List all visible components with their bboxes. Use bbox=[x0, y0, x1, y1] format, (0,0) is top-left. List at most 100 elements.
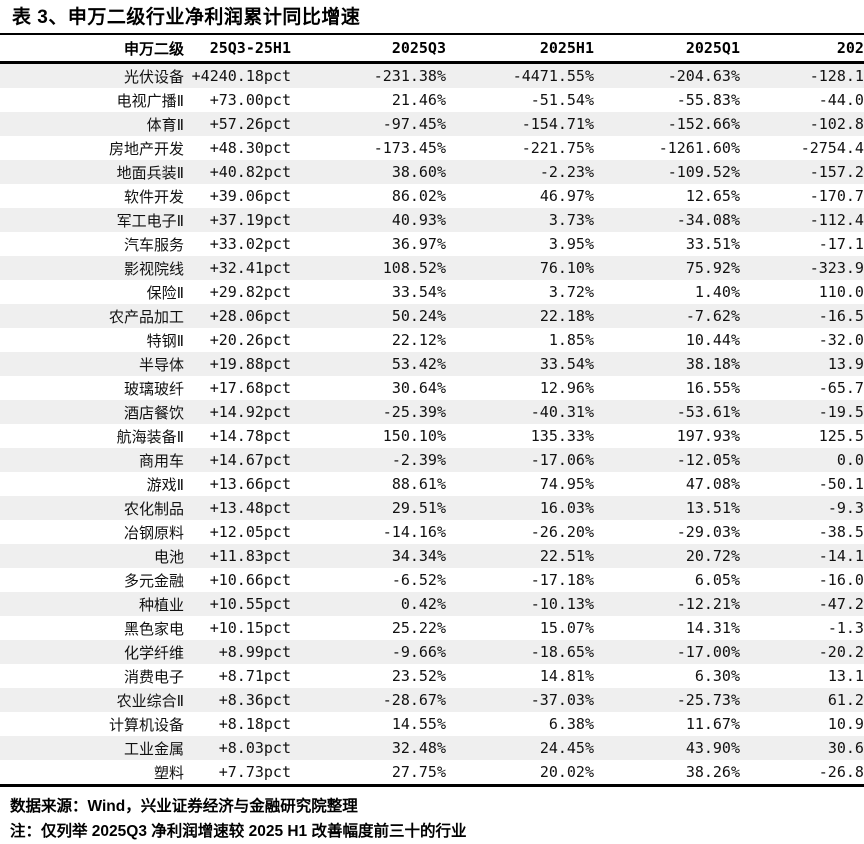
value-cell: -1.35% bbox=[827, 619, 864, 637]
value-cell: +37.19pct bbox=[209, 211, 291, 229]
value-cell: -25.73% bbox=[676, 691, 740, 709]
value-cell: -17.18% bbox=[530, 571, 594, 589]
table-body: 光伏设备 +4240.18pct -231.38% -4471.55% -204.63%… bbox=[0, 62, 864, 786]
value-cell: 0.42% bbox=[400, 595, 446, 613]
value-cell: -16.59% bbox=[818, 307, 864, 325]
value-cell: +8.03pct bbox=[218, 739, 291, 757]
industry-cell: 玻璃玻纤 bbox=[123, 379, 184, 398]
value-cell: -53.61% bbox=[676, 403, 740, 421]
table-row: 军工电子Ⅱ +37.19pct 40.93% 3.73% -34.08% -112.48% bbox=[0, 208, 864, 232]
value-cell: 13.95% bbox=[827, 355, 864, 373]
value-cell: 43.90% bbox=[685, 739, 740, 757]
value-cell: 12.96% bbox=[539, 379, 594, 397]
value-cell: -19.56% bbox=[818, 403, 864, 421]
value-cell: -221.75% bbox=[521, 139, 594, 157]
value-cell: +28.06pct bbox=[209, 307, 291, 325]
value-cell: +10.66pct bbox=[209, 571, 291, 589]
value-cell: 22.12% bbox=[391, 331, 446, 349]
value-cell: -154.71% bbox=[521, 115, 594, 133]
value-cell: 150.10% bbox=[382, 427, 446, 445]
value-cell: 22.18% bbox=[539, 307, 594, 325]
value-cell: -12.21% bbox=[676, 595, 740, 613]
value-cell: 0.04% bbox=[836, 451, 864, 469]
table-row: 商用车 +14.67pct -2.39% -17.06% -12.05% 0.04% bbox=[0, 448, 864, 472]
value-cell: +17.68pct bbox=[209, 379, 291, 397]
value-cell: 13.51% bbox=[685, 499, 740, 517]
industry-cell: 软件开发 bbox=[123, 187, 184, 206]
table-row: 影视院线 +32.41pct 108.52% 76.10% 75.92% -323.96% bbox=[0, 256, 864, 280]
industry-cell: 冶钢原料 bbox=[123, 523, 184, 542]
table-row: 体育Ⅱ +57.26pct -97.45% -154.71% -152.66% -102.… bbox=[0, 112, 864, 136]
table-row: 地面兵装Ⅱ +40.82pct 38.60% -2.23% -109.52% -157.2… bbox=[0, 160, 864, 184]
column-header: 2025Q3 bbox=[391, 39, 446, 57]
industry-cell: 游戏Ⅱ bbox=[146, 475, 184, 494]
value-cell: 88.61% bbox=[391, 475, 446, 493]
value-cell: 21.46% bbox=[391, 91, 446, 109]
value-cell: 197.93% bbox=[676, 427, 740, 445]
table-row: 保险Ⅱ +29.82pct 33.54% 3.72% 1.40% 110.01% bbox=[0, 280, 864, 304]
value-cell: 125.59% bbox=[818, 427, 864, 445]
table-row: 特钢Ⅱ +20.26pct 22.12% 1.85% 10.44% -32.04% bbox=[0, 328, 864, 352]
industry-cell: 地面兵装Ⅱ bbox=[116, 163, 184, 182]
value-cell: -14.19% bbox=[818, 547, 864, 565]
table-row: 农化制品 +13.48pct 29.51% 16.03% 13.51% -9.38% bbox=[0, 496, 864, 520]
value-cell: +32.41pct bbox=[209, 259, 291, 277]
value-cell: -26.84% bbox=[818, 763, 864, 781]
value-cell: 11.67% bbox=[685, 715, 740, 733]
industry-cell: 特钢Ⅱ bbox=[146, 331, 184, 350]
value-cell: 38.18% bbox=[685, 355, 740, 373]
column-header: 申万二级 bbox=[123, 39, 184, 58]
value-cell: -65.78% bbox=[818, 379, 864, 397]
table-row: 软件开发 +39.06pct 86.02% 46.97% 12.65% -170.75% bbox=[0, 184, 864, 208]
value-cell: 1.40% bbox=[694, 283, 740, 301]
industry-cell: 电视广播Ⅱ bbox=[116, 91, 184, 110]
column-header: 2025H1 bbox=[539, 39, 594, 57]
value-cell: -51.54% bbox=[530, 91, 594, 109]
value-cell: +14.92pct bbox=[209, 403, 291, 421]
table-row: 半导体 +19.88pct 53.42% 33.54% 38.18% 13.95% bbox=[0, 352, 864, 376]
value-cell: -17.15% bbox=[818, 235, 864, 253]
value-cell: 86.02% bbox=[391, 187, 446, 205]
industry-cell: 工业金属 bbox=[123, 739, 184, 758]
value-cell: 40.93% bbox=[391, 211, 446, 229]
industry-cell: 消费电子 bbox=[123, 667, 184, 686]
value-cell: +57.26pct bbox=[209, 115, 291, 133]
value-cell: 61.29% bbox=[827, 691, 864, 709]
value-cell: 33.54% bbox=[539, 355, 594, 373]
value-cell: -38.56% bbox=[818, 523, 864, 541]
industry-cell: 半导体 bbox=[138, 355, 184, 374]
value-cell: +10.55pct bbox=[209, 595, 291, 613]
value-cell: 3.72% bbox=[548, 283, 594, 301]
table-row: 消费电子 +8.71pct 23.52% 14.81% 6.30% 13.11% bbox=[0, 664, 864, 688]
table-row: 黑色家电 +10.15pct 25.22% 15.07% 14.31% -1.35% bbox=[0, 616, 864, 640]
industry-profit-table: 申万二级 25Q3-25H1 2025Q3 2025H1 2025Q1 2024Y 光伏设… bbox=[0, 33, 864, 787]
table-row: 冶钢原料 +12.05pct -14.16% -26.20% -29.03% -38.56… bbox=[0, 520, 864, 544]
value-cell: -10.13% bbox=[530, 595, 594, 613]
industry-cell: 保险Ⅱ bbox=[146, 283, 184, 302]
value-cell: +14.78pct bbox=[209, 427, 291, 445]
value-cell: -44.01% bbox=[818, 91, 864, 109]
table-row: 种植业 +10.55pct 0.42% -10.13% -12.21% -47.29% bbox=[0, 592, 864, 616]
value-cell: +13.48pct bbox=[209, 499, 291, 517]
value-cell: -102.82% bbox=[809, 115, 864, 133]
value-cell: 20.72% bbox=[685, 547, 740, 565]
value-cell: -50.19% bbox=[818, 475, 864, 493]
value-cell: 34.34% bbox=[391, 547, 446, 565]
value-cell: +8.71pct bbox=[218, 667, 291, 685]
table-row: 农业综合Ⅱ +8.36pct -28.67% -37.03% -25.73% 61.29% bbox=[0, 688, 864, 712]
value-cell: -109.52% bbox=[667, 163, 740, 181]
value-cell: 15.07% bbox=[539, 619, 594, 637]
value-cell: +73.00pct bbox=[209, 91, 291, 109]
table-footer: 数据来源：Wind，兴业证券经济与金融研究院整理 注：仅列举 2025Q3 净利… bbox=[0, 787, 864, 844]
value-cell: 110.01% bbox=[818, 283, 864, 301]
value-cell: 3.95% bbox=[548, 235, 594, 253]
value-cell: -6.52% bbox=[391, 571, 446, 589]
value-cell: -32.04% bbox=[818, 331, 864, 349]
table-header: 申万二级 25Q3-25H1 2025Q3 2025H1 2025Q1 2024Y bbox=[0, 34, 864, 63]
value-cell: 25.22% bbox=[391, 619, 446, 637]
value-cell: +7.73pct bbox=[218, 763, 291, 781]
industry-cell: 影视院线 bbox=[123, 259, 184, 278]
column-header: 2025Q1 bbox=[685, 39, 740, 57]
value-cell: 10.99% bbox=[827, 715, 864, 733]
value-cell: -28.67% bbox=[382, 691, 446, 709]
